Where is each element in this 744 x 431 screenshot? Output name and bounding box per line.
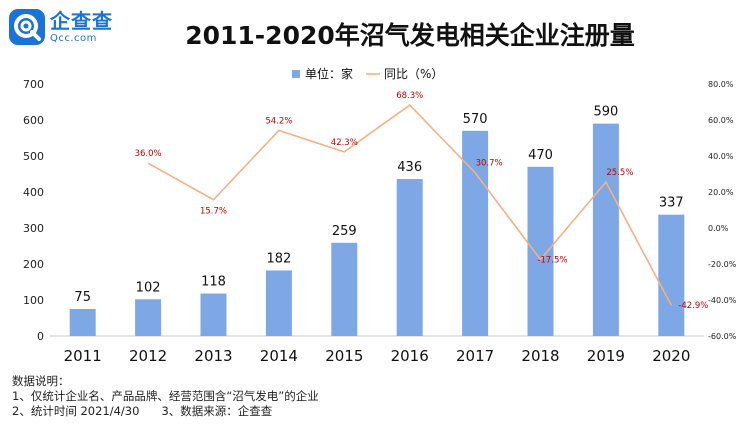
x-tick-label: 2020 — [652, 347, 690, 365]
legend-bar-swatch — [292, 70, 300, 78]
x-tick-label: 2017 — [456, 347, 494, 365]
yoy-value-label: 54.2% — [265, 116, 292, 126]
notes-line-2: 2、统计时间 2021/4/30 3、数据来源：企查查 — [12, 404, 319, 419]
notes-heading: 数据说明： — [12, 374, 70, 388]
x-tick-label: 2013 — [194, 347, 232, 365]
y-right-tick-label: 40.0% — [708, 152, 734, 161]
logo-name: 企查查 — [50, 8, 113, 33]
bar-value-label: 436 — [397, 160, 422, 175]
notes-line-2b: 3、数据来源：企查查 — [161, 404, 273, 418]
legend-line-label: 同比（%） — [384, 67, 443, 81]
y-right-tick-label: 80.0% — [708, 80, 734, 89]
bar-value-label: 590 — [593, 105, 618, 120]
x-tick-label: 2016 — [391, 347, 429, 365]
notes-line-1: 1、仅统计企业名、产品品牌、经营范围含“沼气发电”的企业 — [12, 389, 319, 403]
yoy-value-label: 42.3% — [331, 138, 358, 148]
yoy-value-label: 30.7% — [476, 159, 503, 169]
notes-line-2a: 2、统计时间 2021/4/30 — [12, 404, 140, 418]
bar — [396, 179, 423, 336]
y-right-tick-label: -40.0% — [708, 296, 737, 305]
y-left-tick-label: 200 — [23, 258, 44, 271]
qcc-logo: 企查查 Qcc.com — [8, 8, 113, 46]
y-right-tick-label: 0.0% — [708, 224, 729, 233]
bar-value-label: 470 — [528, 148, 553, 163]
bar-value-label: 182 — [266, 251, 291, 266]
y-left-tick-label: 600 — [23, 114, 44, 127]
x-tick-label: 2019 — [587, 347, 625, 365]
y-left-tick-label: 100 — [23, 294, 44, 307]
chart-title: 2011-2020年沼气发电相关企业注册量 — [185, 21, 635, 50]
yoy-value-label: 36.0% — [135, 149, 162, 159]
x-tick-label: 2011 — [64, 347, 102, 365]
x-tick-label: 2012 — [129, 347, 167, 365]
yoy-value-label: 15.7% — [200, 207, 227, 217]
x-tick-label: 2014 — [260, 347, 298, 365]
bar-value-label: 570 — [463, 112, 488, 127]
yoy-series-line — [147, 104, 673, 306]
bar-value-label: 259 — [332, 224, 357, 239]
y-right-tick-label: -20.0% — [708, 260, 737, 269]
yoy-value-label: -42.9% — [678, 301, 708, 311]
bar — [265, 270, 292, 336]
data-notes: 数据说明： 1、仅统计企业名、产品品牌、经营范围含“沼气发电”的企业 2、统计时… — [12, 374, 319, 419]
yoy-value-label: 68.3% — [396, 91, 423, 101]
bar — [527, 166, 554, 336]
bar-value-label: 102 — [136, 280, 161, 295]
bar — [200, 293, 227, 336]
y-right-tick-label: 20.0% — [708, 188, 734, 197]
bar — [331, 242, 358, 336]
y-right-tick-label: 60.0% — [708, 116, 734, 125]
y-right-tick-label: -60.0% — [708, 332, 737, 341]
bar — [69, 309, 96, 336]
yoy-value-label: 25.5% — [606, 168, 633, 178]
bar — [658, 214, 685, 336]
y-left-tick-label: 500 — [23, 150, 44, 163]
bar — [462, 130, 489, 336]
bar — [592, 123, 619, 336]
bar-value-label: 75 — [74, 290, 91, 305]
y-left-tick-label: 700 — [23, 78, 44, 91]
logo-domain: Qcc.com — [50, 32, 97, 44]
x-tick-label: 2015 — [325, 347, 363, 365]
y-left-tick-label: 0 — [37, 330, 44, 343]
yoy-value-label: -17.5% — [537, 256, 567, 266]
qcc-logo-icon — [9, 9, 45, 45]
chart-area: 0 100 200 300 400 500 600 700 -60.0% -40.0% -20.0%… — [23, 66, 737, 365]
y-left-tick-label: 400 — [23, 186, 44, 199]
y-left-tick-label: 300 — [23, 222, 44, 235]
bar-value-label: 118 — [201, 275, 226, 290]
x-tick-label: 2018 — [521, 347, 559, 365]
bar — [135, 299, 162, 336]
legend-bar-label: 单位：家 — [305, 66, 353, 81]
bar-value-label: 337 — [659, 196, 684, 211]
